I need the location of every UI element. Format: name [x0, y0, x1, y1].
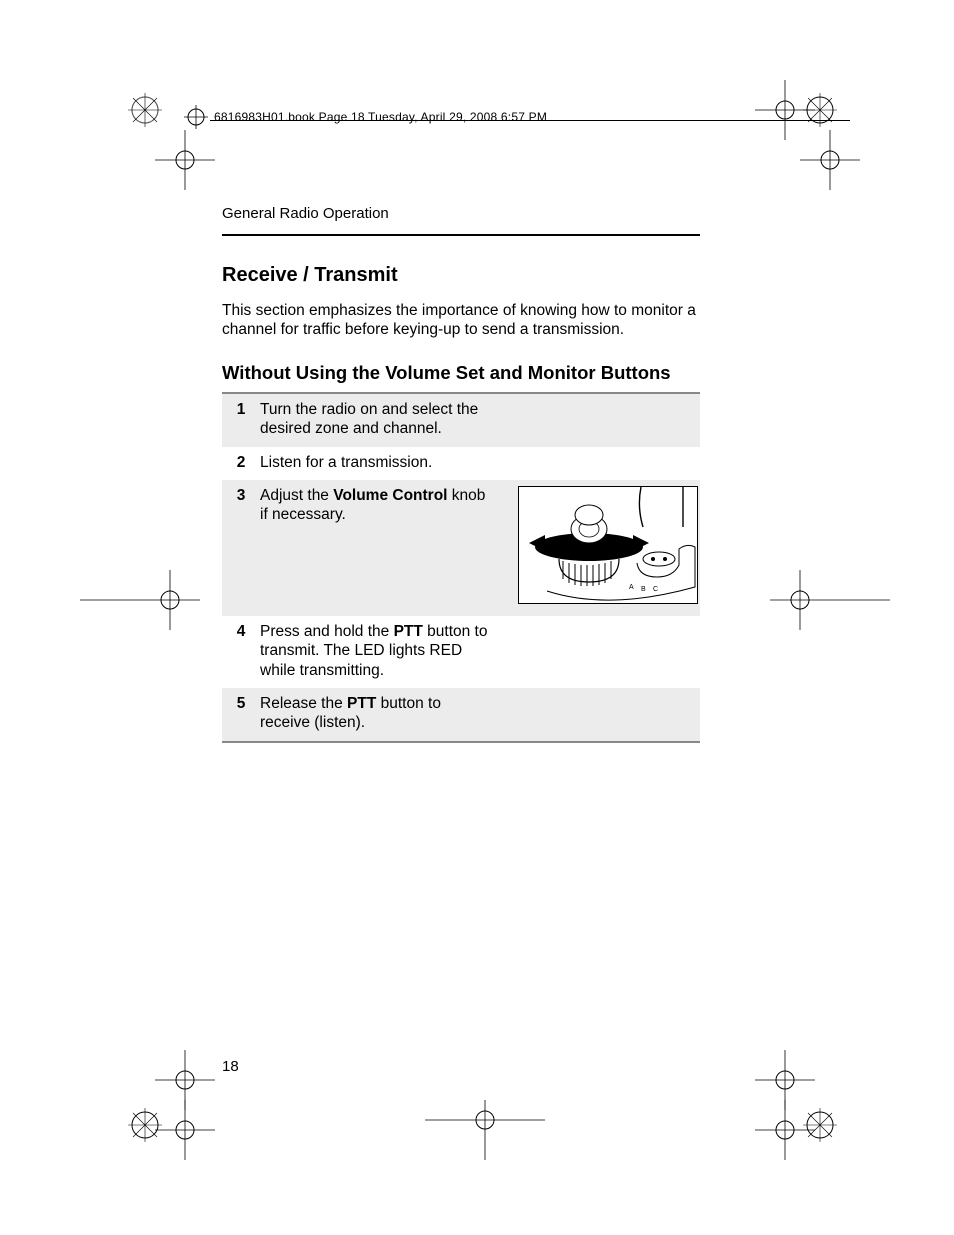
step-number: 5	[222, 694, 260, 713]
steps-table: 1 Turn the radio on and select the desir…	[222, 392, 700, 743]
svg-text:A: A	[629, 584, 634, 591]
section-title: Receive / Transmit	[222, 264, 700, 287]
step-row: 2 Listen for a transmission.	[222, 447, 700, 480]
chapter-name: General Radio Operation	[222, 205, 700, 222]
print-header-text: 6816983H01.book Page 18 Tuesday, April 2…	[208, 110, 547, 124]
registration-mark-icon	[125, 90, 165, 130]
page-number: 18	[222, 1058, 239, 1075]
crop-mark-icon	[755, 1100, 815, 1160]
step-row: 3 Adjust the Volume Control knob if nece…	[222, 480, 700, 616]
step-text: Release the PTT button to receive (liste…	[260, 694, 500, 733]
step-row: 1 Turn the radio on and select the desir…	[222, 394, 700, 447]
header-rule	[210, 120, 850, 121]
crop-mark-icon	[800, 130, 860, 190]
step-row: 5 Release the PTT button to receive (lis…	[222, 688, 700, 741]
svg-text:B: B	[641, 586, 646, 593]
step-number: 1	[222, 400, 260, 419]
crop-mark-icon	[184, 105, 208, 129]
crop-mark-icon	[425, 1100, 545, 1160]
chapter-rule	[222, 234, 700, 236]
step-number: 2	[222, 453, 260, 472]
crop-mark-icon	[155, 1100, 215, 1160]
step-number: 3	[222, 486, 260, 505]
step-text: Press and hold the PTT button to transmi…	[260, 622, 500, 680]
step-text: Listen for a transmission.	[260, 453, 700, 472]
step-text: Turn the radio on and select the desired…	[260, 400, 500, 439]
svg-text:C: C	[653, 586, 658, 593]
subsection-title: Without Using the Volume Set and Monitor…	[222, 362, 700, 384]
step-number: 4	[222, 622, 260, 641]
crop-mark-icon	[80, 570, 200, 630]
crop-mark-icon	[155, 130, 215, 190]
print-header: 6816983H01.book Page 18 Tuesday, April 2…	[184, 105, 844, 129]
crop-mark-icon	[770, 570, 890, 630]
step-text: Adjust the Volume Control knob if necess…	[260, 486, 500, 525]
step-row: 4 Press and hold the PTT button to trans…	[222, 616, 700, 688]
volume-knob-illustration: A B C	[518, 486, 698, 604]
page-content: General Radio Operation Receive / Transm…	[222, 205, 700, 743]
section-intro: This section emphasizes the importance o…	[222, 301, 700, 340]
